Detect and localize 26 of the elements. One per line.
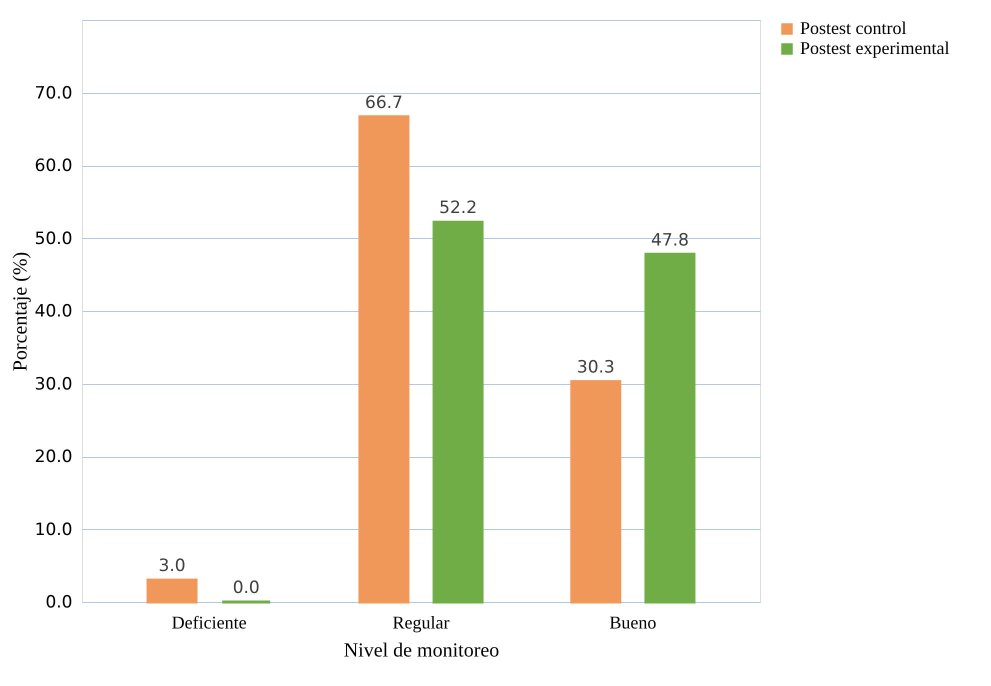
y-tick-label: 60.0 [34, 156, 72, 176]
bar [358, 115, 410, 604]
bar [146, 578, 198, 604]
data-label: 47.8 [651, 230, 689, 250]
bar [570, 380, 622, 604]
bar [644, 252, 696, 604]
y-tick-label: 40.0 [34, 302, 72, 322]
legend-label: Postest control [800, 18, 906, 38]
data-label: 3.0 [158, 556, 186, 576]
y-tick-label: 30.0 [34, 374, 72, 394]
data-label: 52.2 [439, 198, 478, 218]
data-label: 66.7 [364, 92, 403, 113]
x-tick-label: Regular [392, 612, 450, 632]
y-tick-label: 20.0 [34, 447, 72, 467]
data-label: 0.0 [232, 578, 260, 598]
x-axis-title: Nivel de monitoreo [344, 640, 500, 662]
y-tick-label: 70.0 [34, 83, 72, 104]
legend-label: Postest experimental [800, 38, 950, 58]
x-tick-label: Deficiente [172, 612, 247, 632]
y-axis-title: Porcentaje (%) [10, 252, 32, 372]
bar [432, 220, 484, 604]
y-tick-label: 0.0 [45, 592, 72, 612]
x-tick-label: Bueno [609, 612, 656, 632]
data-label: 30.3 [576, 358, 615, 378]
y-tick-label: 10.0 [34, 520, 72, 540]
y-tick-label: 50.0 [34, 228, 72, 249]
